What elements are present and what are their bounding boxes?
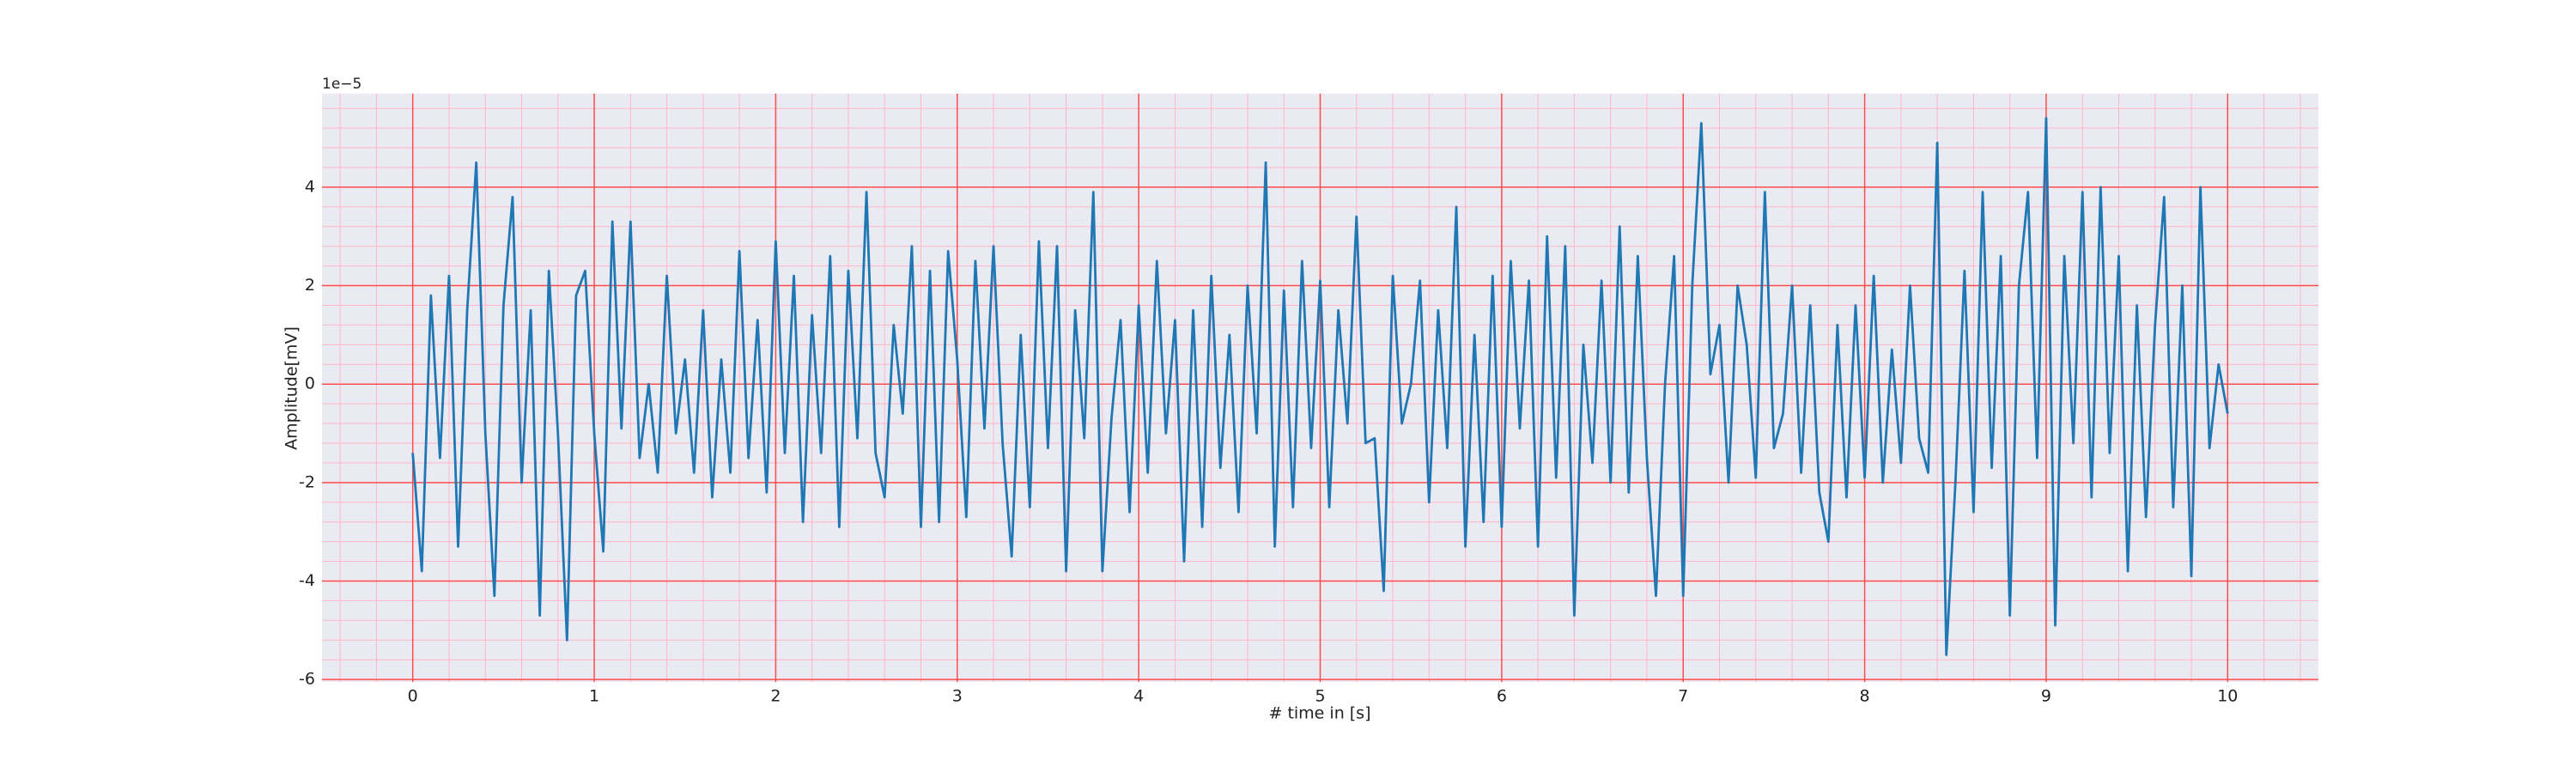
- y-tick-label: -6: [299, 670, 315, 689]
- y-tick-label: -2: [299, 472, 315, 491]
- y-axis-label: Amplitude[mV]: [283, 326, 301, 450]
- y-offset-text: 1e−5: [322, 76, 361, 93]
- x-tick-label: 2: [770, 687, 781, 706]
- x-tick-label: 5: [1315, 687, 1325, 706]
- x-tick-label: 7: [1678, 687, 1688, 706]
- x-tick-label: 4: [1133, 687, 1144, 706]
- x-tick-label: 0: [408, 687, 418, 706]
- x-axis-label: # time in [s]: [1268, 704, 1370, 723]
- x-tick-label: 9: [2041, 687, 2051, 706]
- line: [411, 117, 2229, 656]
- x-tick-label: 1: [589, 687, 599, 706]
- x-tick-label: 8: [1860, 687, 1870, 706]
- y-tick-label: 2: [305, 276, 315, 295]
- y-tick-label: -4: [299, 571, 315, 590]
- plot-area: [322, 94, 2318, 682]
- x-tick-label: 6: [1497, 687, 1507, 706]
- y-tick-label: 0: [305, 374, 315, 393]
- x-tick-label: 3: [952, 687, 963, 706]
- y-tick-label: 4: [305, 177, 315, 196]
- x-tick-label: 10: [2217, 687, 2238, 706]
